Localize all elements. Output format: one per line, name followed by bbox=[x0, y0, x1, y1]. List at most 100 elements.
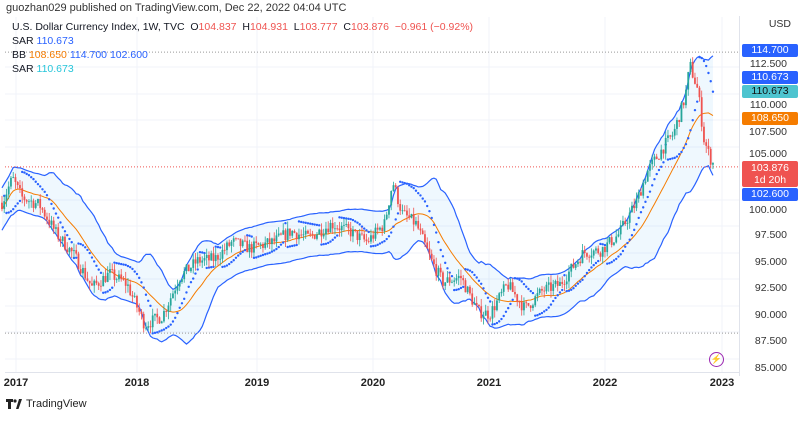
candle-body bbox=[10, 177, 12, 187]
sar-dot bbox=[475, 276, 478, 279]
sar-dot bbox=[588, 268, 591, 272]
candle-body bbox=[259, 243, 262, 245]
candle-body bbox=[554, 280, 557, 285]
sar-dot bbox=[297, 220, 301, 223]
time-axis[interactable]: 2017 2018 2019 2020 2021 2022 2023 bbox=[4, 372, 739, 395]
tradingview-logo[interactable]: TradingView bbox=[6, 398, 87, 410]
sar-dot bbox=[93, 260, 96, 263]
sar-dot bbox=[268, 251, 271, 255]
sar-dot bbox=[390, 231, 393, 234]
sar-dot bbox=[700, 56, 703, 60]
candle-body bbox=[388, 205, 390, 215]
currency-label: USD bbox=[768, 18, 791, 30]
sar-dot bbox=[336, 234, 339, 237]
candle-body bbox=[298, 234, 300, 240]
price-tick: 92.500 bbox=[754, 282, 787, 294]
sar-dot bbox=[608, 261, 611, 265]
sar-dot bbox=[43, 190, 46, 194]
sar-dot bbox=[410, 185, 413, 188]
candle-body bbox=[325, 228, 327, 235]
candle-body bbox=[352, 229, 354, 237]
sar-dot bbox=[324, 242, 328, 245]
sar-dot bbox=[657, 168, 661, 172]
sar-dot bbox=[106, 290, 109, 293]
sar-dot bbox=[351, 218, 355, 222]
sar-dot bbox=[120, 262, 123, 266]
sar-dot bbox=[655, 172, 658, 176]
sar-dot bbox=[99, 271, 103, 275]
candle-body bbox=[401, 210, 404, 212]
sar-dot bbox=[288, 245, 292, 248]
sar-dot bbox=[574, 284, 577, 288]
candle-body bbox=[282, 230, 285, 235]
candle-body bbox=[536, 293, 539, 297]
sar-indicator-2[interactable]: SAR 110.673 bbox=[12, 62, 473, 76]
sar-dot bbox=[385, 237, 388, 241]
candle-body bbox=[392, 185, 395, 191]
sar-dot bbox=[7, 211, 10, 214]
sar-dot bbox=[234, 256, 238, 260]
sar-dot bbox=[617, 255, 620, 258]
sar-dot bbox=[563, 274, 566, 277]
sar-dot bbox=[378, 242, 382, 245]
candle-body bbox=[286, 228, 289, 241]
candle-body bbox=[347, 223, 350, 229]
sar-dot bbox=[646, 195, 649, 199]
sar-dot bbox=[54, 212, 58, 215]
candle-body bbox=[156, 313, 159, 318]
close-value: 103.876 bbox=[351, 21, 389, 33]
bb-basis-tag: 108.650 bbox=[742, 112, 798, 125]
price-tick: 90.000 bbox=[754, 309, 787, 321]
candle-body bbox=[664, 137, 667, 154]
candle-body bbox=[160, 321, 163, 324]
candle-body bbox=[527, 303, 530, 306]
candle-body bbox=[196, 257, 199, 264]
candle-body bbox=[354, 229, 357, 231]
sar-dot bbox=[77, 242, 80, 245]
sar-dot bbox=[486, 296, 490, 299]
candle-body bbox=[586, 253, 588, 257]
candle-body bbox=[442, 272, 444, 286]
candle-body bbox=[682, 102, 685, 106]
bb-indicator[interactable]: BB 108.650 114.700 102.600 bbox=[12, 48, 473, 62]
sar-dot bbox=[189, 281, 193, 284]
candle-body bbox=[383, 219, 386, 232]
candle-body bbox=[88, 280, 91, 284]
lightning-icon[interactable]: ⚡ bbox=[709, 352, 724, 367]
candle-body bbox=[671, 135, 674, 137]
candle-body bbox=[705, 142, 708, 146]
sar-dot bbox=[282, 241, 285, 244]
sar-dot bbox=[23, 171, 26, 174]
sar-dot bbox=[347, 217, 350, 221]
candle-body bbox=[390, 190, 393, 206]
sar-dot bbox=[14, 204, 17, 208]
candle-body bbox=[304, 230, 307, 235]
candle-body bbox=[644, 181, 647, 184]
sar-dot bbox=[628, 238, 631, 241]
sar-dot bbox=[450, 274, 454, 278]
sar-dot bbox=[144, 293, 148, 296]
sar-dot bbox=[644, 200, 647, 204]
sar-dot bbox=[538, 312, 541, 316]
sar-dot bbox=[500, 317, 503, 321]
sar-indicator-1[interactable]: SAR 110.673 bbox=[12, 34, 473, 48]
candle-body bbox=[226, 242, 228, 251]
candle-body bbox=[669, 135, 672, 137]
sar-dot bbox=[264, 253, 267, 256]
price-tick: 95.000 bbox=[754, 256, 787, 268]
sar-dot bbox=[590, 266, 593, 269]
sar-dot bbox=[529, 289, 532, 293]
candle-body bbox=[451, 281, 453, 283]
sar-dot bbox=[480, 282, 483, 285]
candle-body bbox=[91, 283, 93, 286]
sar-dot bbox=[556, 294, 559, 297]
symbol-name[interactable]: U.S. Dollar Currency Index, 1W, TVC bbox=[12, 21, 185, 33]
l-label: L bbox=[293, 21, 300, 33]
price-axis[interactable]: USD 114.700 112.500 110.673 110.673 110.… bbox=[739, 16, 800, 376]
candle-body bbox=[127, 284, 129, 286]
candle-body bbox=[496, 300, 498, 311]
candle-body bbox=[118, 274, 120, 280]
candle-body bbox=[7, 186, 10, 195]
sar-dot bbox=[133, 270, 136, 273]
